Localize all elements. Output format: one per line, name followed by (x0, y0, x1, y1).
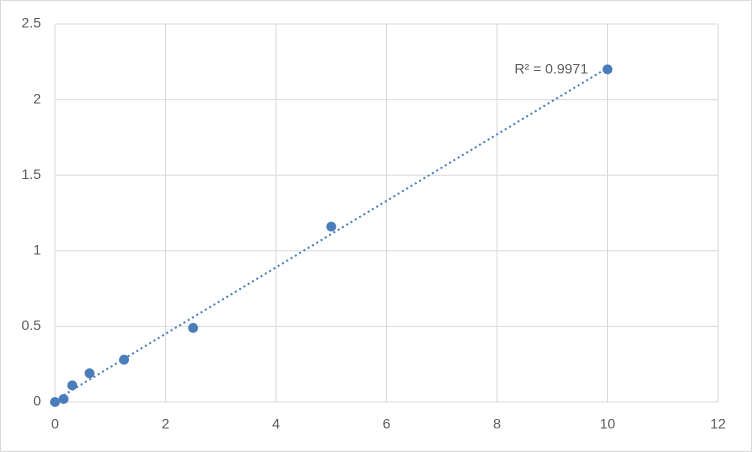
y-tick-label: 2.5 (22, 15, 42, 31)
x-tick-label: 4 (272, 416, 280, 432)
x-tick-label: 10 (600, 416, 616, 432)
y-tick-label: 1.5 (22, 166, 42, 182)
y-tick-label: 2 (33, 90, 41, 106)
point (602, 64, 613, 75)
x-tick-label: 8 (493, 416, 501, 432)
point (326, 221, 337, 232)
y-tick-label: 1 (33, 242, 41, 258)
x-tick-label: 0 (51, 416, 59, 432)
x-tick-label: 12 (710, 416, 726, 432)
point (119, 354, 130, 365)
x-tick-label: 6 (383, 416, 391, 432)
point (188, 322, 199, 333)
point (58, 393, 69, 404)
r-squared-annotation: R² = 0.9971 (514, 61, 588, 77)
x-tick-label: 2 (162, 416, 170, 432)
point (67, 380, 78, 391)
y-tick-label: 0.5 (22, 317, 42, 333)
point (84, 368, 95, 379)
y-tick-label: 0 (33, 393, 41, 409)
point (50, 397, 60, 407)
